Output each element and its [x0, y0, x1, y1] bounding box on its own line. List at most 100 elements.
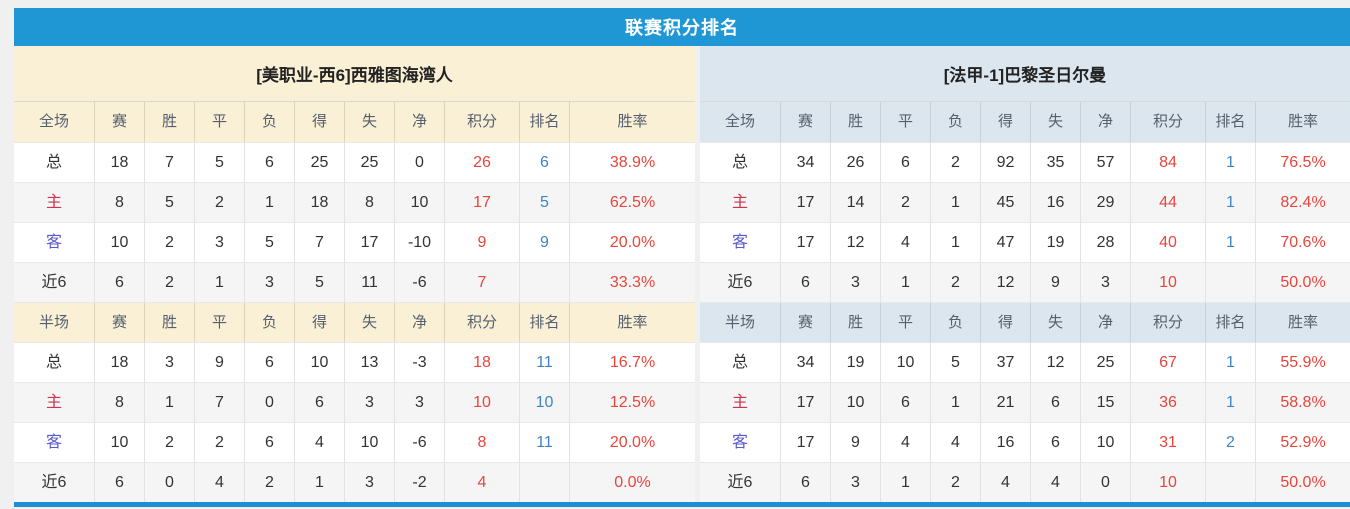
stat-cell: 6: [1030, 383, 1080, 422]
table-header-row: 半场 赛胜平负得失净积分 排名 胜率: [14, 302, 695, 342]
stat-cell: 18: [94, 143, 144, 182]
stat-cell: 6: [244, 343, 294, 382]
stat-cell: 15: [1080, 383, 1130, 422]
row-label: 近6: [727, 474, 753, 491]
stat-cell: 10: [519, 383, 569, 422]
stat-cell: 20.0%: [569, 223, 695, 262]
column-header: 胜: [144, 303, 194, 342]
stat-cell: 10: [444, 383, 519, 422]
stat-cell: 3: [830, 263, 880, 302]
table-row: 近6 6 3 1 2 4 4 0 10 50.0%: [700, 462, 1350, 502]
stat-cell: 84: [1130, 143, 1205, 182]
stat-cell: 55.9%: [1255, 343, 1350, 382]
stat-cell: 10: [344, 423, 394, 462]
column-header: 失: [344, 102, 394, 142]
team-name-right: [法甲-1]巴黎圣日尔曼: [943, 66, 1107, 85]
row-label: 主: [731, 194, 748, 211]
column-header: 净: [1080, 303, 1130, 342]
row-label: 主: [45, 194, 62, 211]
stat-cell: 5: [294, 263, 344, 302]
row-label: 客: [45, 434, 62, 451]
stat-cell: 1: [1205, 183, 1255, 222]
stat-cell: 7: [144, 143, 194, 182]
column-header: 积分: [444, 303, 519, 342]
team-panels: [美职业-西6]西雅图海湾人 全场赛胜平负得失净积分 排名 胜率总 18 7 5 6 25 25…: [14, 46, 1350, 502]
row-label: 近6: [727, 274, 753, 291]
stat-cell: 3: [344, 463, 394, 502]
stat-cell: 9: [194, 343, 244, 382]
row-label: 总: [45, 354, 62, 371]
stat-cell: 2: [1205, 423, 1255, 462]
table-row: 近6 6 3 1 2 12 9 3 10 50.0%: [700, 262, 1350, 302]
stat-cell: 28: [1080, 223, 1130, 262]
stat-cell: [1205, 463, 1255, 502]
stat-cell: 7: [194, 383, 244, 422]
table-row: 主 8 5 2 1 18 8 10 17 5 62.5%: [14, 182, 695, 222]
column-header: 失: [344, 303, 394, 342]
stat-cell: 1: [1205, 383, 1255, 422]
stat-cell: 4: [980, 463, 1030, 502]
stat-cell: 10: [94, 223, 144, 262]
stat-cell: 0: [244, 383, 294, 422]
stat-cell: 6: [94, 463, 144, 502]
stat-cell: 10: [1130, 463, 1205, 502]
column-header: 平: [880, 102, 930, 142]
stat-cell: 26: [444, 143, 519, 182]
row-label: 总: [45, 154, 62, 171]
stat-cell: 14: [830, 183, 880, 222]
stat-cell: 10: [94, 423, 144, 462]
stat-cell: 4: [930, 423, 980, 462]
stat-cell: 3: [1080, 263, 1130, 302]
section-label: 半场: [724, 314, 755, 331]
row-label: 近6: [41, 274, 67, 291]
column-header: 负: [244, 303, 294, 342]
stat-cell: 20.0%: [569, 423, 695, 462]
stat-cell: 10: [1080, 423, 1130, 462]
team-panel-left: [美职业-西6]西雅图海湾人 全场赛胜平负得失净积分 排名 胜率总 18 7 5 6 25 25…: [14, 46, 695, 502]
team-name-left: [美职业-西6]西雅图海湾人: [256, 66, 453, 85]
page-title: 联赛积分排名: [625, 18, 739, 38]
stat-cell: 11: [344, 263, 394, 302]
table-row: 总 18 7 5 6 25 25 0 26 6 38.9%: [14, 142, 695, 182]
stat-cell: 7: [444, 263, 519, 302]
stat-cell: 26: [830, 143, 880, 182]
row-label: 总: [731, 354, 748, 371]
section-label: 半场: [38, 314, 69, 331]
table-row: 主 17 14 2 1 45 16 29 44 1 82.4%: [700, 182, 1350, 222]
stat-cell: 17: [344, 223, 394, 262]
stat-cell: -6: [394, 263, 444, 302]
stat-cell: 44: [1130, 183, 1205, 222]
stat-cell: 5: [519, 183, 569, 222]
stat-cell: 16.7%: [569, 343, 695, 382]
stat-cell: 17: [780, 383, 830, 422]
stat-cell: -10: [394, 223, 444, 262]
stat-cell: 0: [144, 463, 194, 502]
table-row: 客 10 2 3 5 7 17 -10 9 9 20.0%: [14, 222, 695, 262]
stat-cell: 36: [1130, 383, 1205, 422]
column-header: 失: [1030, 303, 1080, 342]
stat-cell: 2: [194, 423, 244, 462]
column-header: 胜: [144, 102, 194, 142]
stat-cell: 10: [1130, 263, 1205, 302]
stat-cell: 2: [144, 263, 194, 302]
stat-cell: 9: [830, 423, 880, 462]
stat-cell: 45: [980, 183, 1030, 222]
stat-cell: 70.6%: [1255, 223, 1350, 262]
stat-cell: 11: [519, 343, 569, 382]
standings-table: 全场赛胜平负得失净积分 排名 胜率总 18 7 5 6 25 25 0 26 6 38.9% 主 8 5 2 1 1…: [14, 102, 695, 502]
stat-cell: 5: [930, 343, 980, 382]
table-row: 近6 6 0 4 2 1 3 -2 4 0.0%: [14, 462, 695, 502]
stat-cell: 1: [1205, 343, 1255, 382]
stat-cell: 6: [244, 423, 294, 462]
stat-cell: -3: [394, 343, 444, 382]
stat-cell: 12: [830, 223, 880, 262]
stat-cell: 1: [194, 263, 244, 302]
stat-cell: 1: [244, 183, 294, 222]
stat-cell: 92: [980, 143, 1030, 182]
stat-cell: 2: [930, 143, 980, 182]
stat-cell: 10: [394, 183, 444, 222]
stat-cell: 47: [980, 223, 1030, 262]
stat-cell: 0.0%: [569, 463, 695, 502]
stat-cell: 33.3%: [569, 263, 695, 302]
stat-cell: 17: [780, 183, 830, 222]
